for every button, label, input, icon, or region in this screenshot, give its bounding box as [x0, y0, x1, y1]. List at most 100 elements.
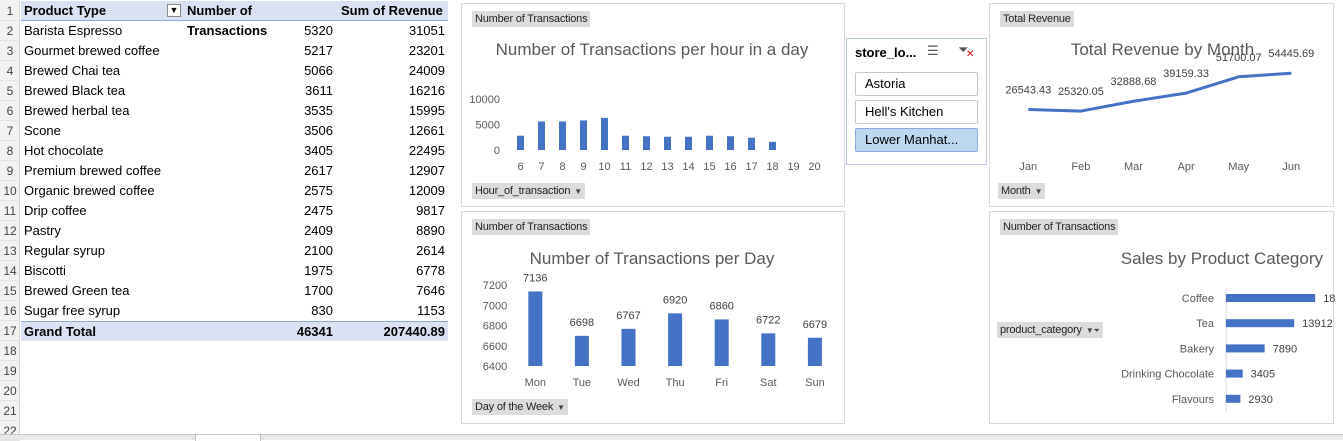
table-row[interactable]: Biscotti 1975 6778 [21, 261, 448, 281]
cell-sum-revenue: 23201 [408, 43, 445, 58]
y-tick-label: 10000 [469, 94, 500, 106]
row-number[interactable]: 9 [0, 161, 20, 181]
y-tick-label: 0 [494, 145, 500, 157]
table-row[interactable]: Gourmet brewed coffee 5217 23201 [21, 41, 448, 61]
table-row[interactable]: Pastry 2409 8890 [21, 221, 448, 241]
bar [559, 121, 566, 150]
table-row[interactable]: Brewed Green tea 1700 7646 [21, 281, 448, 301]
x-tick-label: 18 [766, 161, 778, 173]
cell-product-type: Sugar free syrup [24, 303, 121, 318]
chart-title: Sales by Product Category [1120, 249, 1323, 268]
x-tick-label: 13 [661, 161, 673, 173]
table-row[interactable]: Organic brewed coffee 2575 12009 [21, 181, 448, 201]
axis-field-button[interactable]: Day of the Week ▼ [472, 399, 568, 415]
chart-revenue-by-month[interactable]: Total Revenue Total Revenue by Month 265… [989, 3, 1334, 207]
day-bar-chart: 7200 7000 6800 6600 6400 7136 Mon 6698 Tue 6767 We… [483, 272, 827, 389]
cell-sum-revenue: 2614 [416, 243, 445, 258]
bar [706, 135, 713, 150]
cell-product-type: Gourmet brewed coffee [24, 43, 160, 58]
y-tick-label: 7000 [483, 300, 507, 312]
header-num-transactions[interactable]: Number of Transactions [187, 3, 268, 38]
row-number[interactable]: 6 [0, 101, 20, 121]
value-field-button[interactable]: Number of Transactions [472, 219, 591, 235]
data-label: 54445.69 [1268, 48, 1314, 60]
row-number[interactable]: 10 [0, 181, 20, 201]
row-number[interactable]: 20 [0, 381, 20, 401]
series-line [1028, 71, 1292, 113]
x-tick-label: Wed [617, 377, 639, 389]
cell-product-type: Organic brewed coffee [24, 183, 155, 198]
table-row[interactable]: Brewed Chai tea 5066 24009 [21, 61, 448, 81]
cell-sum-revenue: 1153 [417, 303, 445, 318]
table-row[interactable]: Regular syrup 2100 2614 [21, 241, 448, 261]
table-row[interactable]: Hot chocolate 3405 22495 [21, 141, 448, 161]
cell-product-type: Hot chocolate [24, 143, 104, 158]
cell-num-transactions: 2409 [304, 223, 333, 238]
row-number[interactable]: 17 [0, 321, 20, 341]
chart-transactions-per-hour[interactable]: Number of Transactions Number of Transac… [461, 3, 845, 207]
row-number[interactable]: 11 [0, 201, 20, 221]
y-tick-label: Tea [1196, 318, 1215, 330]
row-number[interactable]: 5 [0, 81, 20, 101]
row-number[interactable]: 2 [0, 21, 20, 41]
x-tick-label: 16 [724, 161, 736, 173]
sheet-tab-bar[interactable] [0, 434, 1343, 441]
chart-sales-by-category[interactable]: Number of Transactions Sales by Product … [989, 211, 1335, 424]
row-number[interactable]: 14 [0, 261, 20, 281]
header-sum-revenue[interactable]: Sum of Revenue [341, 3, 443, 18]
row-number[interactable]: 16 [0, 301, 20, 321]
slicer-item[interactable]: Lower Manhat... [855, 128, 978, 152]
active-sheet-tab[interactable] [195, 435, 261, 441]
filter-field-button[interactable]: product_category ▼⏷ [997, 322, 1103, 338]
y-tick-label: 5000 [476, 120, 500, 132]
row-number[interactable]: 18 [0, 341, 20, 361]
row-number[interactable]: 21 [0, 401, 20, 421]
data-label: 6679 [803, 319, 827, 331]
bar [643, 136, 650, 150]
axis-field-button[interactable]: Month ▼ [998, 183, 1046, 199]
cell-num-transactions: 3535 [304, 103, 333, 118]
slicer-item[interactable]: Hell's Kitchen [855, 100, 978, 124]
data-label: 18204 [1323, 293, 1335, 305]
row-number[interactable]: 1 [0, 1, 20, 21]
x-tick-label: Apr [1178, 161, 1195, 173]
table-row[interactable]: Premium brewed coffee 2617 12907 [21, 161, 448, 181]
cell-num-transactions: 2475 [304, 203, 333, 218]
table-row[interactable]: Sugar free syrup 830 1153 [21, 301, 448, 321]
data-label: 26543.43 [1005, 84, 1051, 96]
filter-sort-icon[interactable]: ▼ [167, 4, 181, 17]
grand-total-row[interactable]: Grand Total 46341 207440.89 [21, 321, 448, 341]
multi-select-icon[interactable]: ☰ [927, 43, 939, 58]
clear-filter-icon[interactable]: ⏷ ✕ [958, 42, 975, 60]
slicer-item[interactable]: Astoria [855, 72, 978, 96]
axis-field-label: Day of the Week [475, 401, 554, 413]
header-product-type[interactable]: Product Type [24, 3, 107, 18]
data-label: 32888.68 [1111, 76, 1157, 88]
store-location-slicer[interactable]: store_lo... ☰ ⏷ ✕ Astoria Hell's Kitchen Lo… [846, 38, 987, 165]
row-number[interactable]: 12 [0, 221, 20, 241]
row-number[interactable]: 8 [0, 141, 20, 161]
bar [1226, 394, 1241, 403]
x-tick-label: Feb [1071, 161, 1090, 173]
value-field-button[interactable]: Number of Transactions [1000, 219, 1119, 235]
y-tick-label: Bakery [1180, 343, 1215, 355]
table-row[interactable]: Scone 3506 12661 [21, 121, 448, 141]
table-row[interactable]: Brewed herbal tea 3535 15995 [21, 101, 448, 121]
cell-product-type: Scone [24, 123, 61, 138]
row-number[interactable]: 13 [0, 241, 20, 261]
table-row[interactable]: Brewed Black tea 3611 16216 [21, 81, 448, 101]
chart-transactions-per-day[interactable]: Number of Transactions Number of Transac… [461, 211, 845, 424]
table-row[interactable]: Drip coffee 2475 9817 [21, 201, 448, 221]
data-label: 2930 [1248, 394, 1272, 406]
row-number[interactable]: 4 [0, 61, 20, 81]
table-row[interactable]: Barista Espresso 5320 31051 [21, 21, 448, 41]
row-number[interactable]: 15 [0, 281, 20, 301]
row-number[interactable]: 19 [0, 361, 20, 381]
row-number[interactable]: 3 [0, 41, 20, 61]
value-field-button[interactable]: Number of Transactions [472, 11, 591, 27]
axis-field-button[interactable]: Hour_of_transaction ▼ [472, 183, 585, 199]
cell-sum-revenue: 7646 [416, 283, 445, 298]
bar [727, 136, 734, 150]
value-field-button[interactable]: Total Revenue [1000, 11, 1074, 27]
row-number[interactable]: 7 [0, 121, 20, 141]
